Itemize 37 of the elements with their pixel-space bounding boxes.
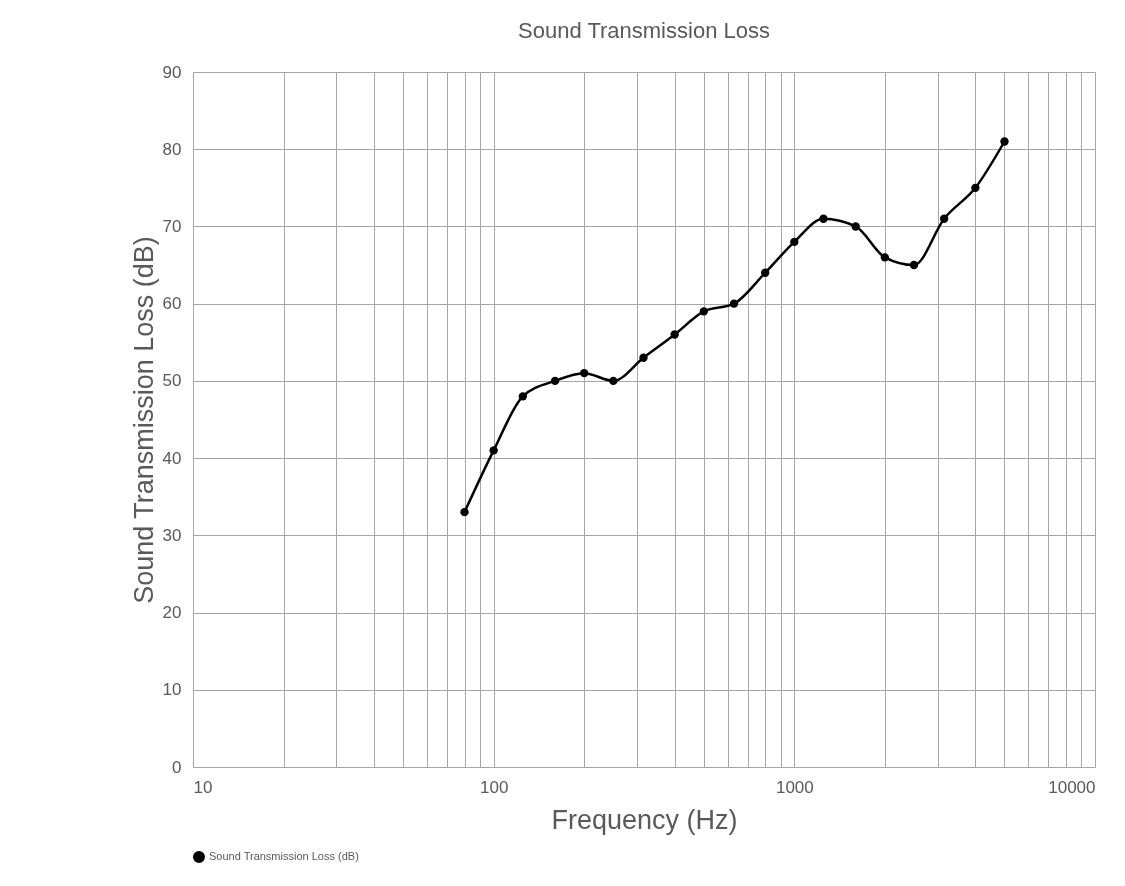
point: [550, 376, 560, 386]
point: [460, 507, 469, 517]
point: [1000, 137, 1009, 146]
y-tick-label: 40: [162, 448, 182, 468]
y-tick-label: 0: [172, 757, 182, 777]
legend-label: Sound Transmission Loss (dB): [209, 850, 359, 862]
point: [909, 260, 919, 270]
x-tick-label: 100: [479, 777, 509, 797]
point: [489, 446, 498, 455]
point: [790, 237, 799, 247]
x-tick-label: 1000: [775, 777, 814, 797]
y-tick-label: 60: [162, 294, 182, 314]
y-tick-label: 80: [162, 139, 182, 159]
y-tick-label: 90: [162, 62, 182, 82]
y-tick-label: 20: [162, 603, 182, 623]
y-axis-title: Sound Transmission Loss (dB): [128, 236, 159, 604]
chart-title: Sound Transmission Loss: [518, 18, 770, 43]
x-tick-label: 10: [193, 777, 213, 797]
point: [639, 353, 648, 362]
point: [518, 392, 527, 401]
point: [880, 253, 890, 262]
y-tick-label: 30: [162, 525, 182, 545]
y-tick-label: 50: [162, 371, 182, 391]
y-tick-label: 70: [162, 216, 182, 236]
x-tick-label: 10000: [1048, 777, 1096, 797]
y-tick-label: 10: [162, 680, 182, 700]
point: [939, 214, 949, 223]
point: [851, 222, 860, 231]
point: [761, 268, 770, 277]
point: [819, 214, 828, 223]
point: [699, 307, 709, 316]
point: [609, 376, 618, 386]
point: [579, 368, 589, 378]
point: [729, 299, 739, 308]
x-axis-title: Frequency (Hz): [551, 804, 738, 835]
point: [670, 330, 679, 339]
point: [971, 183, 980, 193]
